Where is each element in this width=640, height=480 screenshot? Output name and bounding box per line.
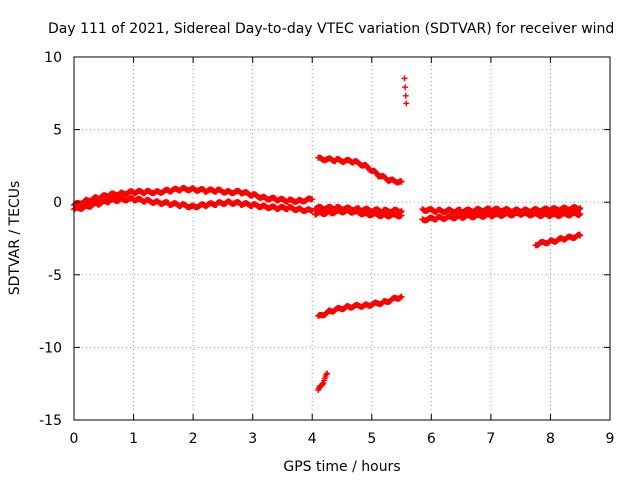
data-point [577,210,584,217]
data-point [398,207,405,214]
data-point [401,75,408,82]
data-point [398,293,405,300]
x-tick-label: 4 [308,431,317,447]
data-point [402,92,409,99]
data-point [309,196,316,203]
axis-layer: 0 1 2 3 4 5 6 7 8 9 -15 -10 -5 0 5 10 [39,50,614,447]
series-arc-b [312,203,405,216]
x-tick-label: 6 [427,431,436,447]
y-tick-label: 5 [53,123,62,139]
data-point [398,178,405,185]
chart-title: Day 111 of 2021, Sidereal Day-to-day VTE… [48,21,614,37]
x-tick-label: 2 [189,431,198,447]
series-arc-h [419,209,584,224]
x-tick-label: 3 [248,431,257,447]
data-point [577,205,584,212]
data-point [402,84,409,91]
grid-layer [74,57,610,420]
x-tick-label: 8 [546,431,555,447]
data-point [324,370,331,377]
x-tick-label: 1 [129,431,138,447]
data-point [397,209,404,216]
x-tick-label: 0 [70,431,79,447]
data-point [403,100,410,107]
x-tick-label: 9 [606,431,615,447]
y-axis-label: SDTVAR / TECUs [7,181,23,296]
data-point [577,232,584,239]
data-point [576,206,583,213]
plot-frame [73,56,611,421]
x-axis-label: GPS time / hours [283,459,400,475]
series-arc-main-lower [71,195,316,215]
y-tick-label: -15 [39,413,62,429]
y-tick-label: 10 [44,50,62,66]
data-point [319,381,326,388]
series-arc-d [315,293,405,319]
series-arc-f [401,75,410,107]
data-point [576,211,583,218]
data-layer [71,75,584,394]
y-tick-label: -10 [39,340,62,356]
x-tick-label: 7 [486,431,495,447]
series-arc-e [315,370,331,394]
y-tick-label: 0 [53,195,62,211]
series-arc-c [315,154,405,186]
series-arc-i [532,231,584,249]
data-point [576,231,583,238]
data-point [397,178,404,185]
x-tick-label: 5 [367,431,376,447]
y-tick-label: -5 [48,268,62,284]
series-arc-main-upper [71,184,316,209]
